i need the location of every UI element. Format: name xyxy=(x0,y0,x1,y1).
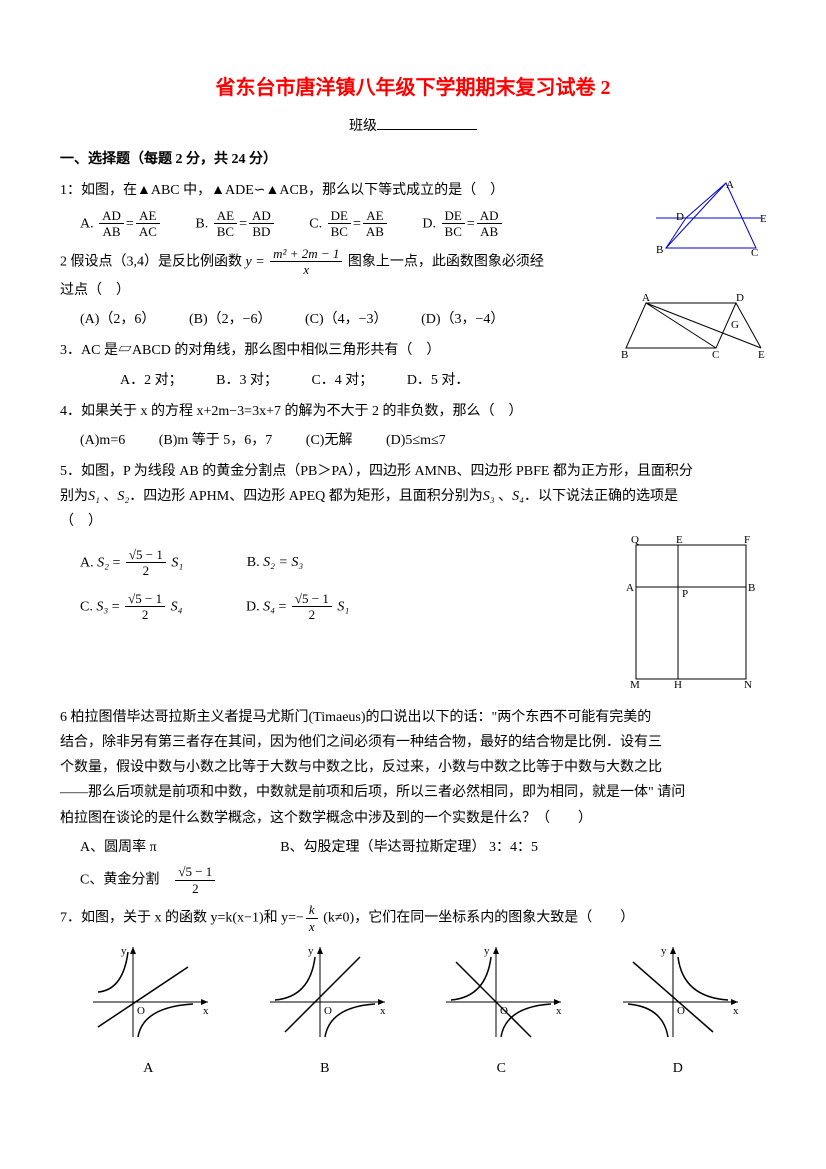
class-row: 班级 xyxy=(60,114,766,139)
svg-text:x: x xyxy=(203,1005,209,1017)
svg-text:E: E xyxy=(760,213,766,225)
svg-text:y: y xyxy=(661,945,667,957)
svg-text:A: A xyxy=(626,582,634,594)
question-4: 4．如果关于 x 的方程 x+2m−3=3x+7 的解为不大于 2 的非负数，那… xyxy=(60,399,766,453)
question-6: 6 柏拉图借毕达哥拉斯主义者提马尤斯门(Timaeus)的口说出以下的话："两个… xyxy=(60,705,766,896)
q2-text-a: 2 假设点（3,4）是反比例函数 xyxy=(60,254,242,269)
svg-text:O: O xyxy=(500,1005,508,1017)
q7-graph-c: x y O C xyxy=(436,942,566,1080)
q5-figure: Q E F A P B M H N xyxy=(616,535,766,699)
class-underline xyxy=(377,129,477,130)
svg-text:y: y xyxy=(121,945,127,957)
q7-graph-b: x y O B xyxy=(260,942,390,1080)
q2-text-b: 图象上一点，此函数图象必须经 xyxy=(348,254,544,269)
svg-text:x: x xyxy=(380,1005,386,1017)
svg-text:P: P xyxy=(682,588,688,600)
q3-text: 3．AC 是▱ABCD 的对角线，那么图中相似三角形共有（ ） xyxy=(60,338,766,363)
svg-text:G: G xyxy=(731,319,739,331)
svg-text:O: O xyxy=(137,1005,145,1017)
q7-graph-a: x y O A xyxy=(83,942,213,1080)
svg-text:E: E xyxy=(676,535,683,546)
question-7: 7．如图，关于 x 的函数 y=k(x−1)和 y=−kx (k≠0)，它们在同… xyxy=(60,902,766,1081)
svg-text:B: B xyxy=(748,582,755,594)
q7-graph-d: x y O D xyxy=(613,942,743,1080)
question-5: 5．如图，P 为线段 AB 的黄金分割点（PB＞PA），四边形 AMNB、四边形… xyxy=(60,459,766,623)
question-3: 3．AC 是▱ABCD 的对角线，那么图中相似三角形共有（ ） A．2 对； B… xyxy=(60,338,766,392)
svg-text:A: A xyxy=(726,179,734,191)
class-label: 班级 xyxy=(349,119,377,134)
svg-text:F: F xyxy=(744,535,750,546)
q4-text: 4．如果关于 x 的方程 x+2m−3=3x+7 的解为不大于 2 的非负数，那… xyxy=(60,399,766,424)
section-1-header: 一、选择题（每题 2 分，共 24 分） xyxy=(60,147,766,172)
svg-text:Q: Q xyxy=(631,535,639,546)
svg-text:x: x xyxy=(733,1005,739,1017)
svg-text:N: N xyxy=(744,679,752,690)
svg-text:H: H xyxy=(674,679,682,690)
question-2: 2 假设点（3,4）是反比例函数 y = m² + 2m − 1x 图象上一点，… xyxy=(60,246,766,303)
q5-text1: 5．如图，P 为线段 AB 的黄金分割点（PB＞PA），四边形 AMNB、四边形… xyxy=(60,459,766,484)
page-title: 省东台市唐洋镇八年级下学期期末复习试卷 2 xyxy=(60,70,766,106)
svg-text:y: y xyxy=(308,945,314,957)
svg-text:y: y xyxy=(484,945,490,957)
svg-text:M: M xyxy=(630,679,640,690)
svg-text:O: O xyxy=(677,1005,685,1017)
q2-text-c: 过点（ ） xyxy=(60,278,766,303)
q7-graphs: x y O A x y O B xyxy=(60,942,766,1080)
svg-text:x: x xyxy=(556,1005,562,1017)
svg-text:D: D xyxy=(676,211,684,223)
question-1: A B C D E 1：如图，在▲ABC 中，▲ADE∽▲ACB，那么以下等式成… xyxy=(60,178,766,239)
svg-text:O: O xyxy=(324,1005,332,1017)
